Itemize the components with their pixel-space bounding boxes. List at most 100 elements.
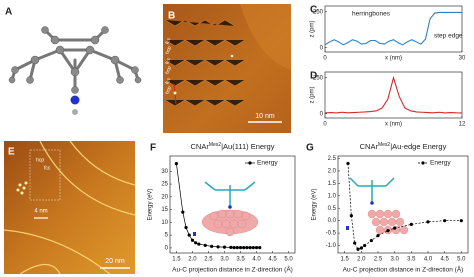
x-tick-label: 2.5 (204, 257, 213, 263)
x-tick-label: 3.0 (390, 257, 399, 263)
data-point (349, 214, 353, 218)
x-tick-label: 4.0 (252, 257, 261, 263)
title-part: CNAr (191, 142, 210, 151)
data-point (369, 238, 373, 243)
scale-bar-label: 20 nm (105, 258, 125, 265)
surface-label: fcc (44, 165, 51, 171)
data-point (174, 162, 179, 166)
stm-image (4, 141, 135, 274)
x-axis-label: x (nm) (385, 56, 402, 62)
data-point (426, 220, 430, 224)
x-tick-label: 2.0 (357, 257, 366, 263)
y-tick-label: 5 (165, 233, 169, 239)
scale-bar-label: 10 nm (255, 113, 275, 120)
y-tick-label: 0.5 (328, 206, 337, 212)
y-tick-label: 0 (320, 111, 324, 117)
data-line (347, 163, 462, 250)
title-part: |Au(111) Energy (221, 142, 275, 151)
data-point (386, 229, 390, 233)
x-tick-label: 3.0 (220, 257, 229, 263)
data-point (353, 241, 357, 245)
data-point (346, 161, 350, 166)
data-point (356, 247, 360, 251)
molecule-model (8, 26, 142, 115)
data-point (443, 219, 447, 223)
x-tick-label: 4.0 (424, 257, 433, 263)
panel-label: A (5, 7, 12, 18)
y-tick-label: 10 (161, 220, 168, 226)
panel-label: D (310, 71, 317, 82)
x-tick-label: 1.5 (340, 257, 349, 263)
surface-label: fcc (164, 77, 172, 86)
data-point (235, 246, 239, 250)
data-point (229, 245, 233, 249)
legend-label: Energy (257, 160, 278, 167)
surface-label: fcc (164, 37, 172, 46)
x-axis-label: Au-C projection distance in Z-direction … (343, 265, 464, 274)
data-point (359, 246, 363, 250)
data-point (258, 246, 262, 250)
data-point (238, 246, 243, 250)
x-axis-label: Au-C projection distance in Z-direction … (172, 265, 293, 274)
panel-label: C (310, 5, 317, 16)
surface-label: hcp (164, 85, 172, 95)
plot-frame (324, 5, 463, 53)
x-tick-label: 0 (323, 122, 327, 128)
y-tick-label: 25 (161, 182, 168, 188)
x-tick-label: 1.5 (172, 257, 181, 263)
y-tick-label: 1.5 (328, 181, 337, 187)
data-point (210, 244, 214, 248)
y-tick-label: 2.5 (328, 156, 337, 162)
x-tick-label: 3.5 (407, 257, 416, 263)
x-tick-label: 4.5 (268, 257, 277, 263)
y-tick-label: -1.0 (326, 243, 337, 249)
x-tick-label: 0 (323, 56, 327, 62)
surface-label: hcp (164, 45, 172, 55)
plot-frame (169, 155, 296, 254)
data-point (187, 233, 191, 237)
molecule-spot (173, 91, 177, 95)
y-tick-label: 250 (313, 75, 324, 81)
data-point (248, 246, 252, 250)
x-tick-label: 5.0 (284, 257, 293, 263)
panel-label: E (8, 147, 15, 158)
molecule-spots (16, 181, 28, 195)
y-tick-label: 20 (161, 194, 168, 200)
legend-marker (421, 161, 425, 165)
data-point (197, 242, 201, 246)
title-part: Mes2 (378, 142, 390, 148)
panel-label: G (306, 143, 314, 154)
y-axis-label: z (pm) (310, 21, 316, 38)
panel-label: B (168, 11, 175, 22)
y-tick-label: 250 (313, 9, 324, 15)
x-tick-label: 4.5 (440, 257, 449, 263)
title-part: CNAr (360, 142, 379, 151)
annotation: herringbones (352, 11, 391, 18)
x-tick-label: 30 (459, 56, 466, 62)
data-point (251, 246, 255, 250)
title-part: |Au-edge Energy (390, 142, 446, 151)
y-tick-label: 0 (320, 45, 324, 51)
y-tick-label: 2.0 (328, 169, 337, 175)
data-point (190, 238, 195, 242)
x-axis-label: x (nm) (385, 122, 402, 128)
plot-frame (324, 71, 463, 119)
annotation: step edge (434, 33, 463, 40)
data-point (409, 222, 413, 226)
x-tick-label: 2.5 (374, 257, 383, 263)
data-point (181, 210, 185, 214)
data-point (376, 233, 380, 238)
x-tick-label: 2.0 (188, 257, 197, 263)
inset-scale-bar-label: 4 nm (34, 209, 47, 215)
plot-frame (337, 155, 469, 254)
herringbone-pattern (164, 19, 246, 107)
surface-label: hcp (164, 65, 172, 75)
y-tick-label: 30 (161, 169, 168, 175)
molecule-spot (230, 54, 234, 58)
data-point (232, 246, 236, 250)
data-line (324, 75, 463, 114)
chart-title: CNArMes2|Au-edge Energy (360, 142, 447, 151)
